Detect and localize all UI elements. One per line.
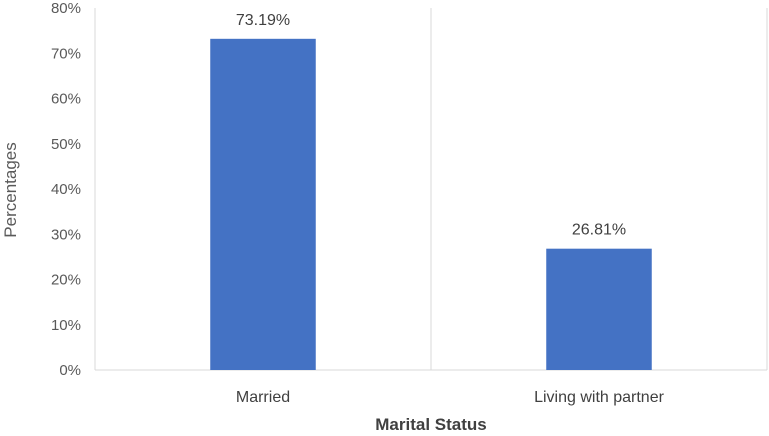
y-tick-label: 0% [59,362,81,379]
y-tick-label: 70% [51,45,81,62]
y-tick-label: 30% [51,226,81,243]
category-label: Married [236,389,290,406]
y-tick-label: 60% [51,91,81,108]
y-tick-label: 80% [51,0,81,17]
bar [210,38,316,371]
y-tick-label: 20% [51,272,81,289]
category-labels: Married Living with partner [236,389,665,406]
y-tick-labels: 0% 10% 20% 30% 40% 50% 60% 70% 80% [51,0,81,379]
grid-lines [94,8,768,370]
y-tick-label: 10% [51,317,81,334]
data-labels: 73.19% 26.81% [236,12,626,239]
bars [210,38,652,371]
data-label: 73.19% [236,12,290,29]
x-axis-title: Marital Status [375,415,486,434]
category-label: Living with partner [534,389,665,406]
y-tick-label: 50% [51,136,81,153]
y-axis-title: Percentages [1,142,20,237]
data-label: 26.81% [572,222,626,239]
bar [546,248,652,370]
y-tick-label: 40% [51,181,81,198]
